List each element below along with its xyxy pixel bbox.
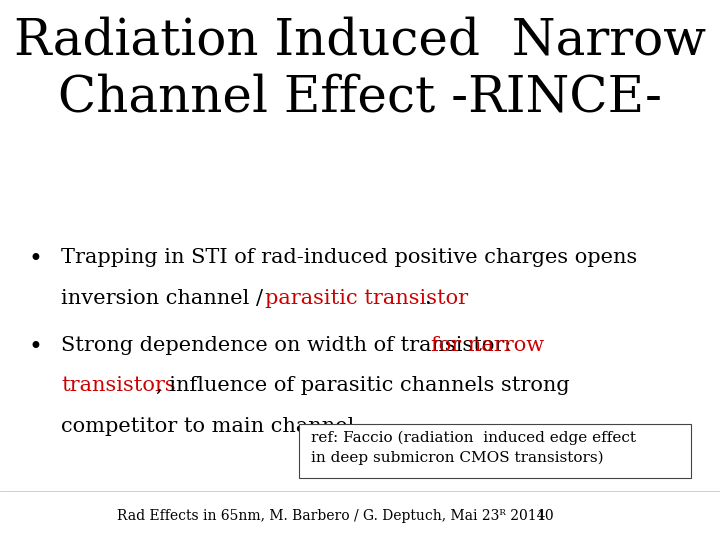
Text: •: • xyxy=(29,248,42,272)
Text: .: . xyxy=(425,289,431,308)
Text: transistors: transistors xyxy=(61,376,176,395)
FancyBboxPatch shape xyxy=(299,424,691,478)
Text: Strong dependence on width of transistor:: Strong dependence on width of transistor… xyxy=(61,336,518,355)
Text: Rad Effects in 65nm, M. Barbero / G. Deptuch, Mai 23ᴿ 2014: Rad Effects in 65nm, M. Barbero / G. Dep… xyxy=(117,509,546,523)
Text: •: • xyxy=(29,336,42,359)
Text: ref: Faccio (radiation  induced edge effect
in deep submicron CMOS transistors): ref: Faccio (radiation induced edge effe… xyxy=(311,431,636,465)
Text: Radiation Induced  Narrow
Channel Effect -RINCE-: Radiation Induced Narrow Channel Effect … xyxy=(14,16,706,123)
Text: for narrow: for narrow xyxy=(431,336,544,355)
Text: 10: 10 xyxy=(536,509,554,523)
Text: , influence of parasitic channels strong: , influence of parasitic channels strong xyxy=(156,376,570,395)
Text: parasitic transistor: parasitic transistor xyxy=(265,289,468,308)
Text: Trapping in STI of rad-induced positive charges opens: Trapping in STI of rad-induced positive … xyxy=(61,248,637,267)
Text: inversion channel /: inversion channel / xyxy=(61,289,270,308)
Text: competitor to main channel.: competitor to main channel. xyxy=(61,417,361,436)
